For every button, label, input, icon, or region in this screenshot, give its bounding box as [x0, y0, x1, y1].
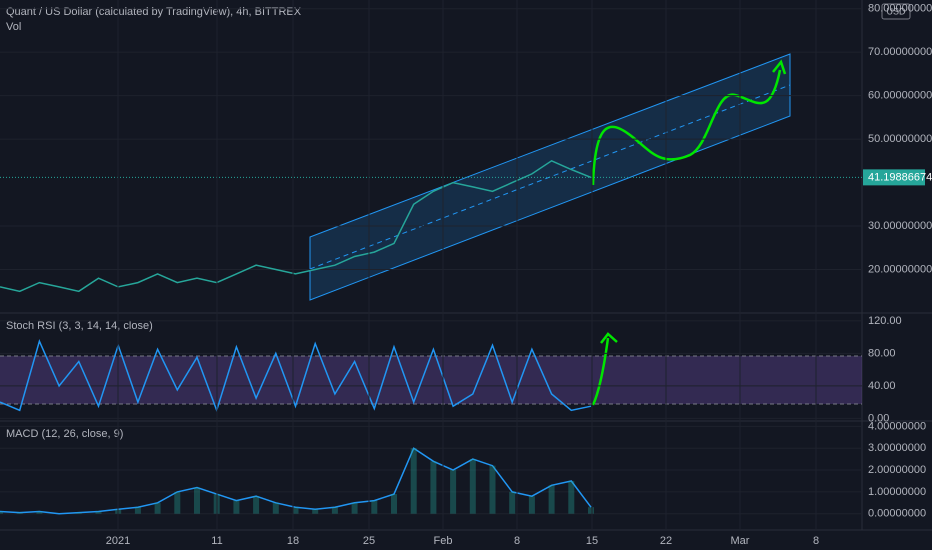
macd-hist: [312, 509, 319, 514]
time-label: 15: [586, 535, 598, 547]
y-tick-label: 70.00000000: [868, 46, 932, 58]
time-label: Mar: [731, 535, 750, 547]
macd-hist: [174, 491, 181, 514]
y-tick-label: 120.00: [868, 315, 902, 327]
macd-hist: [410, 448, 417, 514]
y-tick-label: 0.00: [868, 412, 889, 424]
y-tick-label: 30.00000000: [868, 220, 932, 232]
macd-line: [0, 447, 592, 515]
macd-hist: [371, 500, 378, 514]
macd-hist: [489, 465, 496, 514]
macd-hist: [194, 487, 200, 514]
price-tag-label: 41.19886674: [868, 171, 932, 183]
macd-hist: [331, 507, 338, 514]
macd-hist: [568, 480, 575, 514]
price-line: [0, 159, 592, 293]
currency-box[interactable]: [881, 3, 911, 20]
stoch-title: Stoch RSI (3, 3, 14, 14, close): [6, 320, 153, 332]
time-label: 8: [514, 535, 520, 547]
stoch_rsi-line: [0, 338, 592, 413]
macd-hist: [292, 507, 299, 514]
y-tick-label: 50.00000000: [868, 133, 932, 145]
arrow-head: [600, 332, 618, 344]
time-label: Feb: [434, 535, 453, 547]
y-tick-label: 40.00: [868, 380, 896, 392]
time-label: 2021: [106, 535, 130, 547]
stoch-arrow: [591, 337, 610, 406]
projection-arrow: [591, 69, 782, 186]
macd-hist: [95, 511, 102, 514]
y-tick-label: 80.00: [868, 347, 896, 359]
macd-hist: [253, 496, 260, 514]
time-label: 18: [287, 535, 299, 547]
y-tick-label: 0.00000000: [868, 508, 926, 520]
macd-hist: [36, 511, 43, 514]
time-label: 22: [660, 535, 672, 547]
macd-hist: [154, 502, 161, 514]
volume-label: Vol: [6, 21, 21, 33]
macd-hist: [391, 494, 397, 514]
macd-hist: [469, 459, 476, 514]
price-tag: [863, 169, 925, 186]
y-tick-label: 3.00000000: [868, 442, 926, 454]
time-label: 8: [813, 535, 819, 547]
macd-hist: [134, 507, 141, 514]
y-tick-label: 80.00000000: [868, 3, 932, 15]
channel: [309, 53, 791, 301]
y-tick-label: 1.00000000: [868, 486, 926, 498]
macd-hist: [509, 491, 516, 514]
symbol-title: Quant / US Dollar (calculated by Trading…: [6, 6, 302, 18]
macd-hist: [272, 502, 279, 514]
y-tick-label: 20.00000000: [868, 263, 932, 275]
time-label: 25: [363, 535, 375, 547]
time-label: 11: [211, 535, 222, 547]
channel-mid: [309, 84, 791, 270]
stoch-band: [0, 356, 862, 404]
macd-title: MACD (12, 26, close, 9): [6, 428, 123, 440]
macd-hist: [548, 485, 555, 514]
macd-hist: [588, 507, 594, 514]
y-tick-label: 2.00000000: [868, 464, 926, 476]
arrow-head: [772, 59, 787, 75]
macd-hist: [528, 496, 535, 514]
macd-hist: [16, 512, 23, 514]
y-tick-label: 4.00000000: [868, 420, 926, 432]
currency[interactable]: USD: [886, 6, 906, 16]
macd-hist: [450, 470, 457, 514]
macd-hist: [351, 502, 358, 514]
macd-hist: [0, 511, 3, 514]
macd-hist: [430, 461, 437, 514]
macd-hist: [75, 512, 82, 514]
y-tick-label: 60.00000000: [868, 90, 932, 102]
macd-hist: [233, 500, 240, 514]
